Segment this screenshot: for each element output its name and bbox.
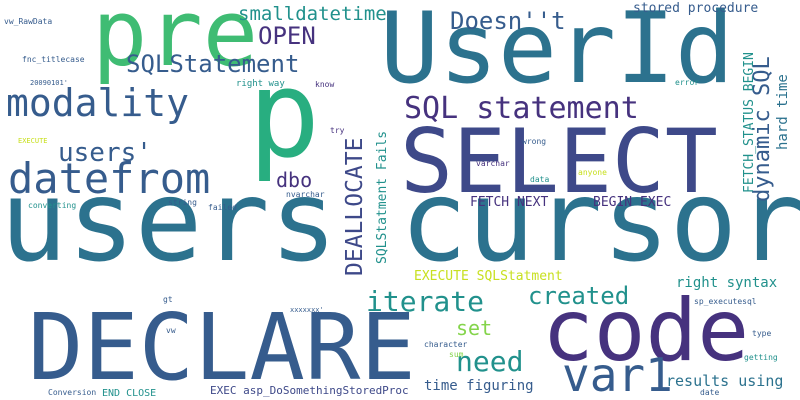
word-conversion: Conversion (48, 388, 97, 397)
word-getting: getting (744, 353, 778, 362)
word-sql-statement: SQL statement (404, 91, 639, 126)
word-smalldatetime: smalldatetime (238, 3, 387, 25)
word-modality: modality (6, 81, 190, 125)
word-cursor: cursor (400, 157, 800, 287)
word-hard-time: hard time (775, 74, 791, 150)
word-doesn-t: Doesn''t (450, 7, 566, 35)
word-anyone: anyone (578, 168, 607, 177)
word-time-figuring: time figuring (424, 378, 534, 394)
word-iterate: iterate (366, 285, 485, 318)
word-users: users (0, 157, 338, 287)
word-stored-procedure: stored procedure (633, 1, 759, 16)
word-var1: var1 (562, 348, 673, 400)
word-select: SELECT (400, 110, 718, 213)
word-xxxxxxx: xxxxxxx' (290, 306, 324, 314)
word-failed: failed (208, 203, 237, 212)
word-vw: vw (166, 326, 176, 335)
word-nvarchar: nvarchar (286, 190, 325, 199)
word-execute-sqlstatment: EXECUTE SQLStatment (414, 269, 563, 284)
word-execute: EXECUTE (18, 137, 48, 145)
word-string: string (168, 198, 197, 207)
word-end-close: END CLOSE (102, 388, 157, 399)
word-datefrom: datefrom (8, 154, 211, 203)
word-data: data (530, 175, 550, 184)
word-sum: sum (449, 350, 464, 359)
word-fetch-next: FETCH NEXT (470, 195, 549, 210)
word-need: need (456, 345, 524, 378)
word-sp-executesql: sp_executesql (694, 297, 757, 306)
word-varchar: varchar (476, 159, 510, 168)
word-try: try (330, 126, 345, 135)
word-fetch-status-begin: FETCH_STATUS BEGIN (742, 52, 757, 193)
word-character: character (424, 340, 468, 349)
word-begin-exec: BEGIN EXEC (593, 195, 672, 210)
word-20090101: 20090101' (30, 79, 68, 87)
word-converting: converting (28, 201, 77, 210)
word-vw-rawdata: vw_RawData (4, 17, 53, 26)
word-know: know (315, 80, 335, 89)
word-created: created (528, 282, 630, 310)
word-deallocate: DEALLOCATE (342, 137, 368, 276)
word-date: date (700, 388, 720, 397)
word-open: OPEN (258, 22, 316, 50)
word-error: error (675, 78, 700, 87)
word-wrong: wrong (522, 137, 547, 146)
word-sqlstatment-fails: SQLStatment Fails (375, 130, 390, 264)
word-pre: pre (92, 0, 259, 87)
word-p: p (248, 46, 321, 185)
word-type: type (752, 329, 772, 338)
word-right-way: right way (236, 79, 285, 89)
word-code: code (542, 281, 750, 381)
word-users: users' (58, 138, 152, 168)
word-userid: UserId (380, 0, 735, 106)
word-sqlstatement: SQLStatement (126, 50, 300, 78)
word-declare: DECLARE (28, 294, 416, 400)
word-gt: gt (163, 295, 173, 304)
word-dbo: dbo (276, 168, 313, 192)
word-exec-asp-dosomethingstoredproc: EXEC asp_DoSomethingStoredProc (210, 384, 409, 397)
word-set: set (456, 316, 493, 340)
word-right-syntax: right syntax (676, 275, 778, 291)
word-fnc-titlecase: fnc_titlecase (22, 55, 85, 64)
word-results-using: results using (666, 372, 784, 390)
